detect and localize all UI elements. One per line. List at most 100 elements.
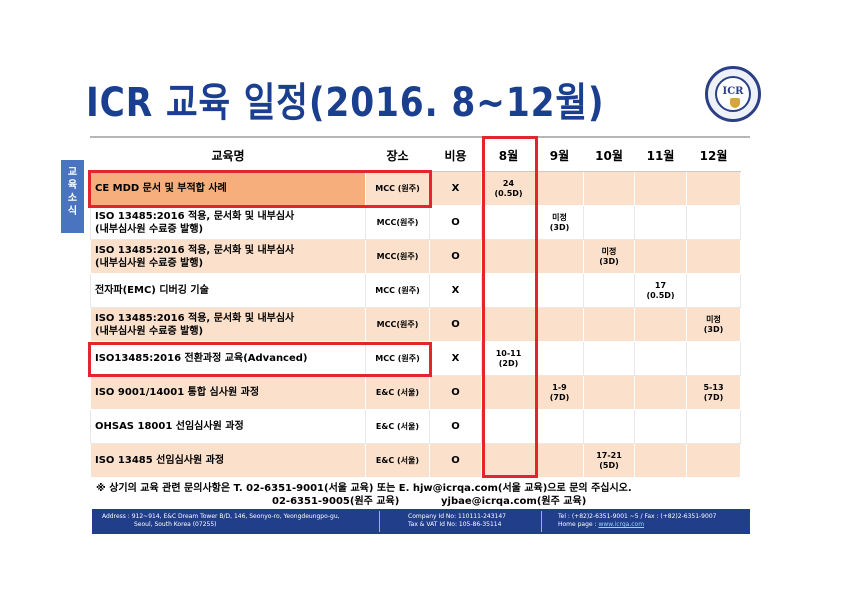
homepage-link[interactable]: www.icrqa.com — [598, 521, 645, 528]
table-row: ISO 13485 선임심사원 과정 E&C (서울) O 17-21 (5D) — [90, 443, 741, 478]
schedule-cell-sep — [535, 409, 584, 444]
schedule-cell-oct — [583, 341, 635, 376]
cost-cell: X — [429, 341, 482, 376]
course-name-cell: ISO13485:2016 전환과정 교육(Advanced) — [90, 341, 366, 376]
schedule-cell-dec — [686, 443, 741, 478]
cost-cell: O — [429, 375, 482, 410]
schedule-cell-dec — [686, 171, 741, 206]
course-name-cell: ISO 9001/14001 통합 심사원 과정 — [90, 375, 366, 410]
schedule-cell-aug — [481, 205, 536, 240]
venue-cell: MCC(원주) — [365, 307, 430, 342]
cost-cell: O — [429, 239, 482, 274]
footer-contact: Tel : (+82)2-6351-9001 ~5 / Fax : (+82)2… — [558, 513, 716, 529]
schedule-cell-nov — [634, 239, 687, 274]
schedule-cell-aug — [481, 443, 536, 478]
logo-text: ICR — [722, 86, 744, 97]
header-nov: 11월 — [634, 139, 687, 172]
icr-logo: ICR — [705, 66, 761, 122]
course-name-cell: ISO 13485:2016 적용, 문서화 및 내부심사 (내부심사원 수료증… — [90, 307, 366, 342]
note-phone-wonju: 02-6351-9005(원주 교육) — [272, 496, 400, 507]
schedule-cell-oct — [583, 409, 635, 444]
schedule-cell-dec — [686, 239, 741, 274]
footer-separator — [379, 511, 380, 532]
schedule-cell-aug — [481, 273, 536, 308]
header-oct: 10월 — [583, 139, 635, 172]
header-cost: 비용 — [429, 139, 482, 172]
side-tab-char: 교 — [67, 167, 78, 178]
footer-bar: Address : 912~914, E&C Dream Tower B/D, … — [92, 509, 750, 534]
venue-cell: MCC (원주) — [365, 341, 430, 376]
schedule-cell-dec: 미정 (3D) — [686, 307, 741, 342]
schedule-cell-oct — [583, 273, 635, 308]
schedule-cell-aug — [481, 375, 536, 410]
schedule-cell-dec — [686, 205, 741, 240]
footer-address-line-1: Address : 912~914, E&C Dream Tower B/D, … — [102, 513, 340, 520]
schedule-cell-aug — [481, 307, 536, 342]
schedule-cell-sep — [535, 307, 584, 342]
title-divider — [90, 136, 750, 138]
schedule-cell-nov — [634, 307, 687, 342]
schedule-cell-sep — [535, 341, 584, 376]
side-tab-education-news: 교 육 소 식 — [61, 160, 84, 233]
header-aug: 8월 — [481, 139, 536, 172]
table-row: ISO 13485:2016 적용, 문서화 및 내부심사 (내부심사원 수료증… — [90, 307, 741, 342]
footer-address: Address : 912~914, E&C Dream Tower B/D, … — [102, 513, 340, 529]
footer-homepage-label: Home page : — [558, 521, 599, 528]
schedule-cell-sep — [535, 273, 584, 308]
venue-cell: MCC (원주) — [365, 171, 430, 206]
note-email-wonju: yjbae@icrqa.com(원주 교육) — [441, 496, 587, 507]
header-dec: 12월 — [686, 139, 741, 172]
footer-tax-id: Tax & VAT Id No: 105-86-35114 — [408, 521, 502, 528]
table-row: ISO13485:2016 전환과정 교육(Advanced) MCC (원주) X… — [90, 341, 741, 376]
schedule-cell-aug — [481, 409, 536, 444]
footer-address-line-2: Seoul, South Korea (07255) — [134, 521, 217, 528]
table-row: OHSAS 18001 선임심사원 과정 E&C (서울) O — [90, 409, 741, 444]
course-name-cell: ISO 13485:2016 적용, 문서화 및 내부심사 (내부심사원 수료증… — [90, 205, 366, 240]
schedule-cell-sep — [535, 171, 584, 206]
schedule-cell-sep — [535, 239, 584, 274]
schedule-cell-nov — [634, 171, 687, 206]
table-row: ISO 13485:2016 적용, 문서화 및 내부심사 (내부심사원 수료증… — [90, 239, 741, 274]
schedule-cell-sep: 미정 (3D) — [535, 205, 584, 240]
schedule-cell-oct — [583, 205, 635, 240]
shield-icon — [730, 98, 740, 108]
schedule-cell-nov: 17 (0.5D) — [634, 273, 687, 308]
schedule-cell-sep — [535, 443, 584, 478]
side-tab-char: 소 — [67, 193, 78, 204]
venue-cell: MCC(원주) — [365, 205, 430, 240]
course-name-cell: 전자파(EMC) 디버깅 기술 — [90, 273, 366, 308]
table-row: ISO 9001/14001 통합 심사원 과정 E&C (서울) O 1-9 (7D… — [90, 375, 741, 410]
schedule-cell-nov — [634, 341, 687, 376]
footer-separator — [541, 511, 542, 532]
page-title: ICR 교육 일정(2016. 8~12월) — [86, 80, 605, 126]
venue-cell: MCC(원주) — [365, 239, 430, 274]
schedule-cell-dec — [686, 409, 741, 444]
venue-cell: E&C (서울) — [365, 409, 430, 444]
side-tab-char: 식 — [67, 206, 78, 217]
schedule-cell-nov — [634, 375, 687, 410]
footer-company: Company Id No: 110111-243147 Tax & VAT I… — [408, 513, 506, 529]
footer-homepage-row: Home page : www.icrqa.com — [558, 521, 716, 529]
schedule-cell-oct — [583, 375, 635, 410]
schedule-cell-oct: 미정 (3D) — [583, 239, 635, 274]
schedule-cell-nov — [634, 443, 687, 478]
schedule-cell-oct: 17-21 (5D) — [583, 443, 635, 478]
table-row: 전자파(EMC) 디버깅 기술 MCC (원주) X 17 (0.5D) — [90, 273, 741, 308]
cost-cell: O — [429, 409, 482, 444]
schedule-cell-nov — [634, 205, 687, 240]
course-name-cell: CE MDD 문서 및 부적합 사례 — [90, 171, 366, 206]
schedule-cell-aug — [481, 239, 536, 274]
table-header-row: 교육명 장소 비용 8월 9월 10월 11월 12월 — [90, 139, 741, 172]
cost-cell: X — [429, 171, 482, 206]
cost-cell: O — [429, 205, 482, 240]
cost-cell: O — [429, 307, 482, 342]
table-row: CE MDD 문서 및 부적합 사례 MCC (원주) X 24 (0.5D) — [90, 171, 741, 206]
contact-note: ※ 상기의 교육 관련 문의사항은 T. 02-6351-9001(서울 교육)… — [96, 482, 632, 507]
side-tab-char: 육 — [67, 180, 78, 191]
course-name-cell: ISO 13485:2016 적용, 문서화 및 내부심사 (내부심사원 수료증… — [90, 239, 366, 274]
venue-cell: E&C (서울) — [365, 443, 430, 478]
venue-cell: MCC (원주) — [365, 273, 430, 308]
schedule-cell-sep: 1-9 (7D) — [535, 375, 584, 410]
footer-company-id: Company Id No: 110111-243147 — [408, 513, 506, 520]
schedule-cell-dec — [686, 273, 741, 308]
